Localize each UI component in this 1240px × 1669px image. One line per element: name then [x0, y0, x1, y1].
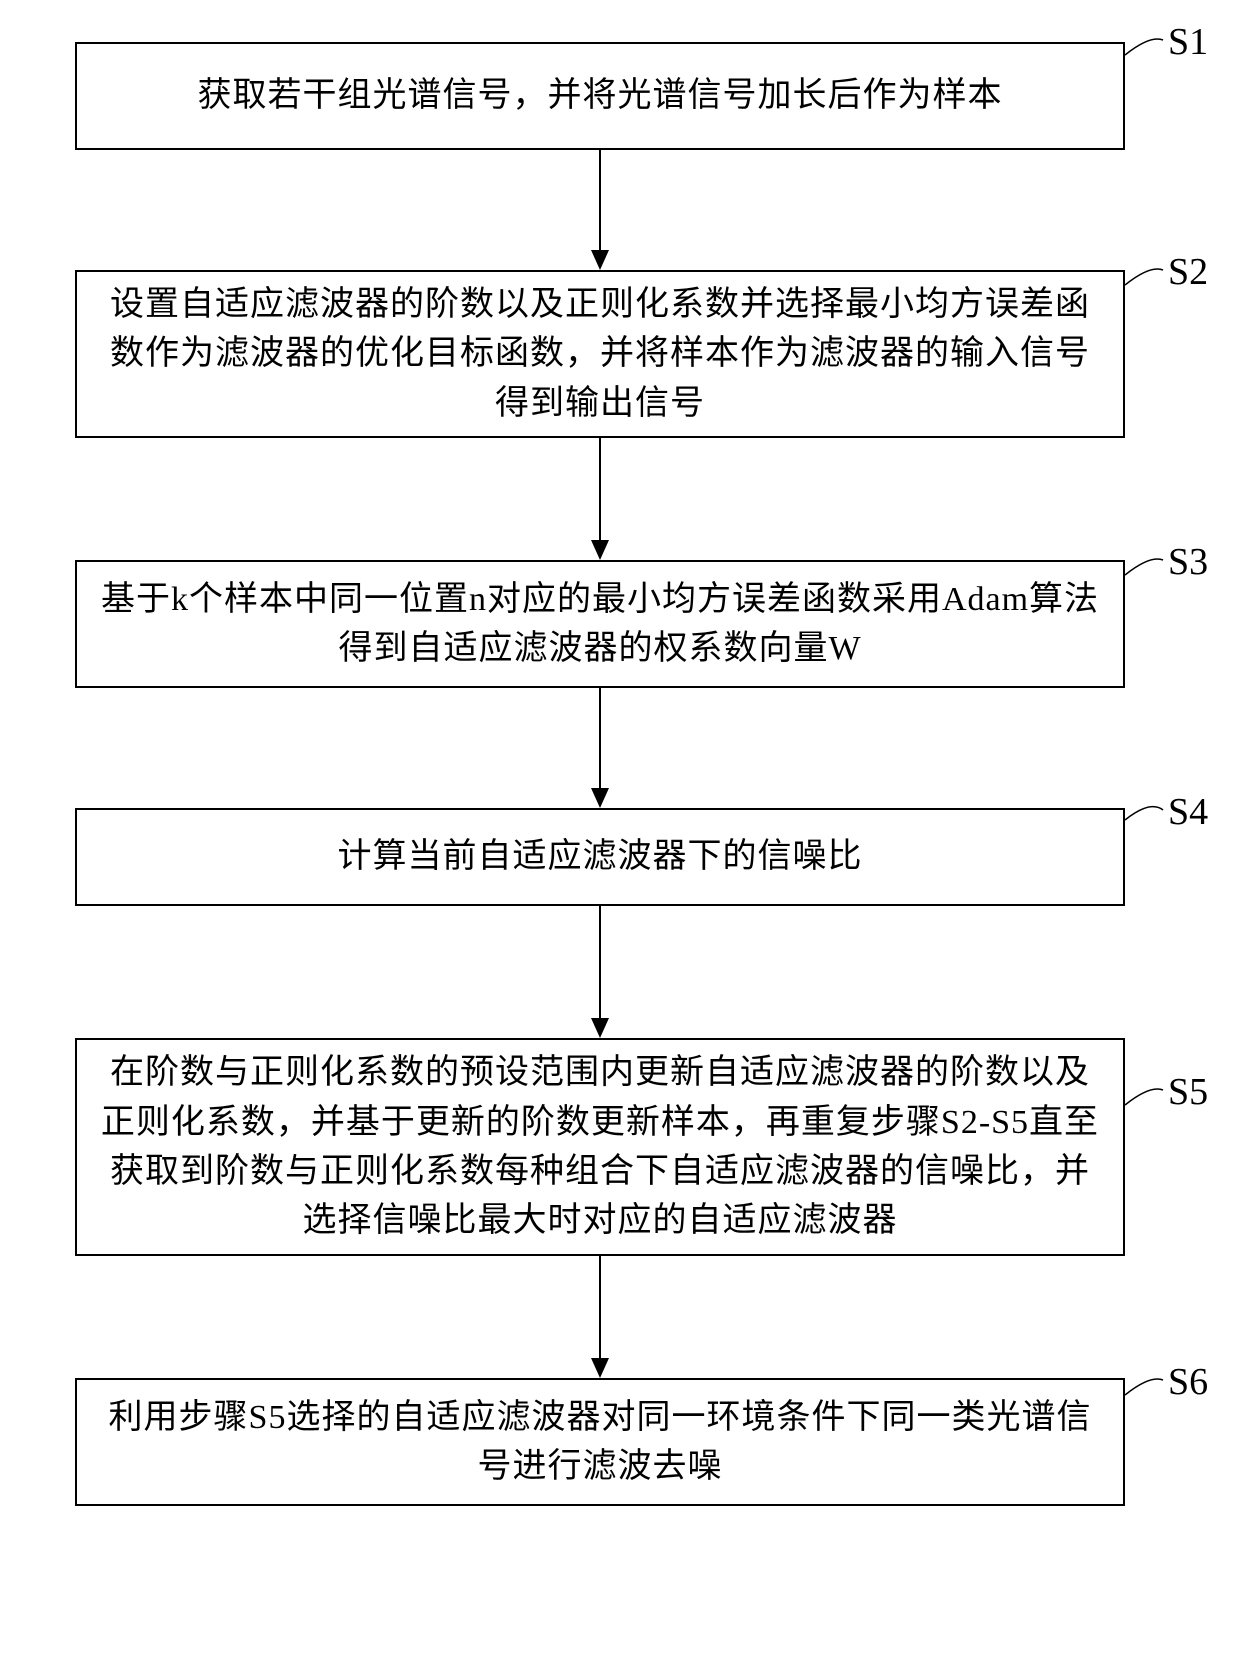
flow-node-s3: 基于k个样本中同一位置n对应的最小均方误差函数采用Adam算法得到自适应滤波器的…	[75, 560, 1125, 688]
flow-arrow-2	[585, 438, 615, 560]
flow-node-s6-text: 利用步骤S5选择的自适应滤波器对同一环境条件下同一类光谱信号进行滤波去噪	[95, 1393, 1105, 1492]
flow-arrow-3	[585, 688, 615, 808]
step-label-s4: S4	[1168, 790, 1208, 834]
flow-arrow-5	[585, 1256, 615, 1378]
flow-node-s4: 计算当前自适应滤波器下的信噪比	[75, 808, 1125, 906]
flow-node-s1-text: 获取若干组光谱信号，并将光谱信号加长后作为样本	[198, 71, 1003, 120]
flow-node-s5-text: 在阶数与正则化系数的预设范围内更新自适应滤波器的阶数以及正则化系数，并基于更新的…	[95, 1048, 1105, 1245]
flow-node-s2-text: 设置自适应滤波器的阶数以及正则化系数并选择最小均方误差函数作为滤波器的优化目标函…	[95, 280, 1105, 428]
flow-node-s1: 获取若干组光谱信号，并将光谱信号加长后作为样本	[75, 42, 1125, 150]
step-label-s1: S1	[1168, 20, 1208, 64]
step-label-s3: S3	[1168, 540, 1208, 584]
step-label-s6: S6	[1168, 1360, 1208, 1404]
flow-node-s6: 利用步骤S5选择的自适应滤波器对同一环境条件下同一类光谱信号进行滤波去噪	[75, 1378, 1125, 1506]
flow-node-s3-text: 基于k个样本中同一位置n对应的最小均方误差函数采用Adam算法得到自适应滤波器的…	[95, 575, 1105, 674]
flow-node-s2: 设置自适应滤波器的阶数以及正则化系数并选择最小均方误差函数作为滤波器的优化目标函…	[75, 270, 1125, 438]
flow-node-s5: 在阶数与正则化系数的预设范围内更新自适应滤波器的阶数以及正则化系数，并基于更新的…	[75, 1038, 1125, 1256]
step-label-s5: S5	[1168, 1070, 1208, 1114]
step-label-s2: S2	[1168, 250, 1208, 294]
flow-arrow-4	[585, 906, 615, 1038]
flow-node-s4-text: 计算当前自适应滤波器下的信噪比	[338, 832, 863, 881]
flow-arrow-1	[585, 150, 615, 270]
